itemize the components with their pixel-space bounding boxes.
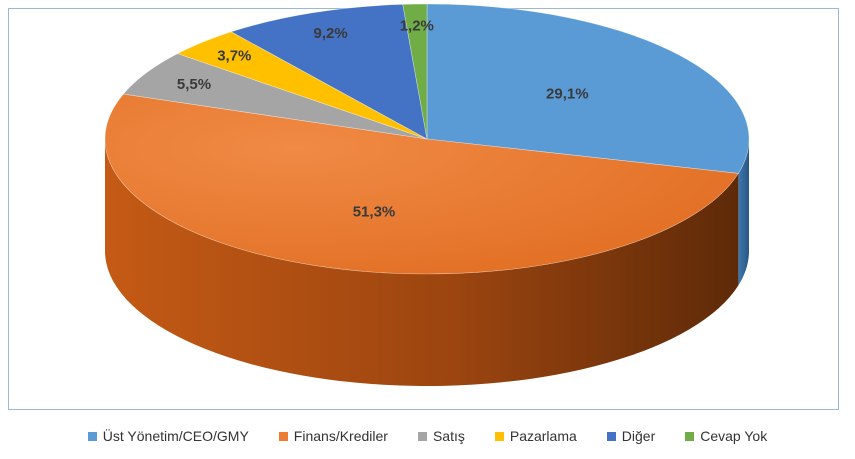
legend-swatch: [494, 431, 504, 441]
legend-label: Cevap Yok: [700, 428, 768, 444]
legend-item: Satış: [417, 428, 465, 444]
legend-swatch: [417, 431, 427, 441]
legend-item: Cevap Yok: [685, 428, 767, 444]
legend-swatch: [685, 431, 695, 441]
legend-item: Pazarlama: [494, 428, 577, 444]
legend-label: Üst Yönetim/CEO/GMY: [102, 428, 249, 444]
legend-item: Finans/Krediler: [278, 428, 388, 444]
data-label-satış: 5,5%: [177, 76, 211, 93]
data-label-finans-krediler: 51,3%: [353, 203, 396, 220]
pie-slice-cevap-yok: [402, 3, 428, 140]
data-label-cevap-yok: 1,2%: [400, 18, 434, 35]
legend-label: Finans/Krediler: [293, 428, 388, 444]
data-label-pazarlama: 3,7%: [217, 48, 251, 65]
pie-slice-diğer: [230, 4, 428, 140]
pie-side-finans-krediler: [105, 139, 739, 386]
data-label-üst-yönetim-ceo-gmy: 29,1%: [546, 86, 589, 103]
pie-data-labels: 29,1% 51,3% 5,5% 3,7% 9,2% 1,2%: [177, 18, 589, 221]
legend-item: Üst Yönetim/CEO/GMY: [87, 428, 249, 444]
pie-slice-finans-krediler: [104, 93, 739, 275]
legend-item: Diğer: [606, 428, 656, 444]
legend-label: Pazarlama: [509, 428, 577, 444]
pie-side-walls: [105, 139, 749, 386]
legend-swatch: [606, 431, 616, 441]
data-label-diğer: 9,2%: [313, 25, 347, 42]
pie-top-slices: [104, 3, 750, 275]
pie-slice-üst-yönetim-ceo-gmy: [426, 3, 750, 174]
chart-legend: Üst Yönetim/CEO/GMY Finans/Krediler Satış P…: [0, 424, 855, 448]
legend-swatch: [278, 431, 288, 441]
pie-side-üst-yönetim-ceo-gmy: [738, 139, 749, 286]
legend-swatch: [87, 431, 97, 441]
legend-label: Diğer: [621, 428, 656, 444]
legend-label: Satış: [432, 428, 465, 444]
